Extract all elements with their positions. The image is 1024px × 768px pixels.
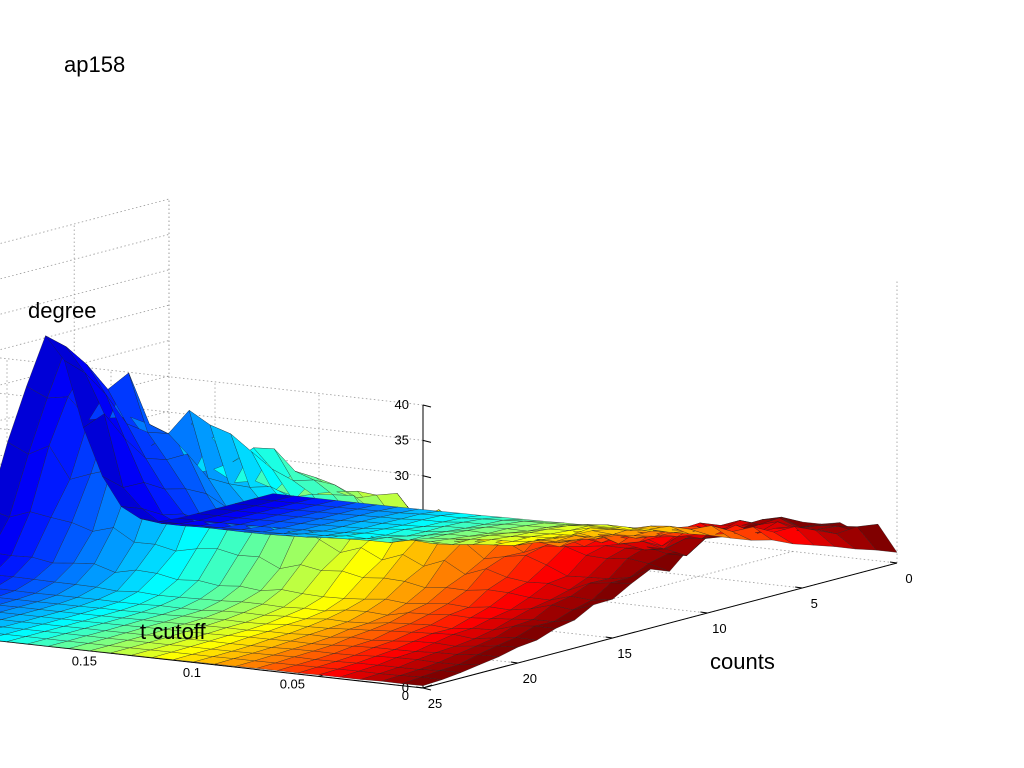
x-tick-mark: [795, 586, 803, 589]
grid-line: [0, 269, 170, 315]
z-axis-label: degree: [28, 298, 97, 323]
y-tick-label: 0.05: [280, 676, 305, 691]
z-tick-label: 35: [395, 432, 409, 447]
surface-patch: [0, 513, 10, 535]
z-tick-mark: [422, 687, 432, 691]
grid-line: [0, 304, 170, 351]
x-tick-label: 15: [617, 646, 631, 661]
x-tick-mark: [889, 561, 898, 564]
grid-line: [0, 198, 170, 244]
y-tick-label: 0.1: [183, 665, 201, 680]
x-axis-line: [422, 562, 898, 689]
surface-patch: [0, 553, 12, 568]
y-tick-mark: [422, 684, 433, 689]
z-tick-mark: [422, 404, 432, 408]
z-tick-mark: [422, 475, 432, 479]
y-tick-label: 0.15: [72, 653, 97, 668]
x-axis-label: counts: [710, 649, 775, 674]
grid-line: [0, 340, 170, 386]
chart-title: ap158: [64, 52, 126, 77]
x-tick-mark: [415, 686, 424, 689]
x-tick-mark: [605, 636, 613, 639]
x-tick-label: 0: [905, 571, 912, 586]
x-tick-mark: [700, 611, 708, 614]
z-tick-label: 30: [395, 468, 409, 483]
x-tick-label: 25: [428, 696, 442, 711]
z-tick-label: 0: [402, 680, 409, 695]
x-tick-label: 10: [712, 621, 726, 636]
y-axis-label: t cutoff: [140, 619, 206, 644]
grid-line: [0, 233, 170, 280]
surface-patch: [856, 523, 898, 553]
y-tick-label: 0: [402, 688, 409, 703]
x-tick-mark: [510, 661, 518, 664]
z-tick-mark: [422, 439, 432, 443]
surface-mesh: [0, 335, 898, 686]
z-tick-label: 40: [395, 397, 409, 412]
x-tick-label: 20: [523, 671, 537, 686]
x-tick-label: 5: [811, 596, 818, 611]
